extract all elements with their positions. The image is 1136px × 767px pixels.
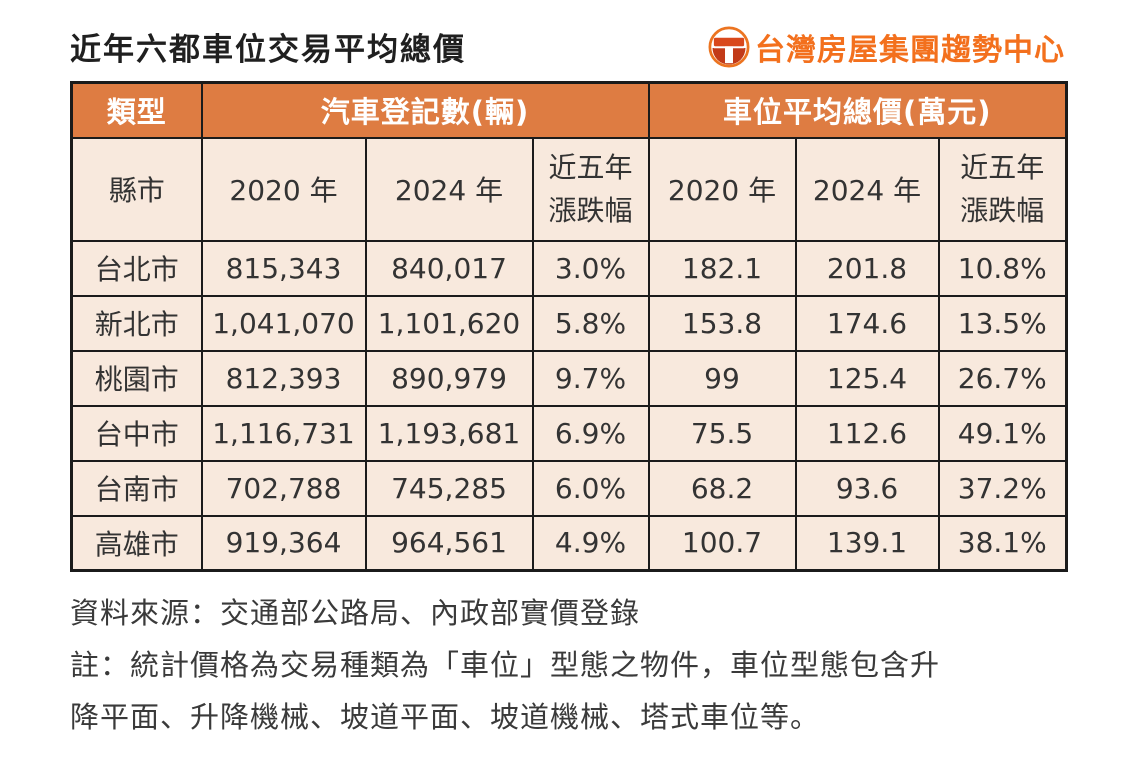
cell-reg-change: 9.7%	[531, 349, 650, 407]
cell-reg-2020: 815,343	[200, 239, 367, 297]
sub-header-row: 縣市 2020 年 2024 年 近五年 漲跌幅 2020 年 2024 年 近…	[70, 136, 1068, 242]
header-reg-change-line1: 近五年	[548, 150, 633, 184]
cell-price-change: 13.5%	[937, 294, 1068, 352]
cell-price-2024: 174.6	[794, 294, 940, 352]
page-title: 近年六都車位交易平均總價	[70, 32, 466, 68]
cell-reg-2020: 1,041,070	[200, 294, 367, 352]
cell-price-change: 37.2%	[937, 459, 1068, 517]
footer-notes: 資料來源：交通部公路局、內政部實價登錄 註：統計價格為交易種類為「車位」型態之物…	[70, 587, 1136, 743]
cell-city: 台北市	[70, 239, 203, 297]
cell-price-2024: 112.6	[794, 404, 940, 462]
table-row-taichung: 台中市 1,116,731 1,193,681 6.9% 75.5 112.6 …	[70, 404, 1068, 462]
cell-city: 台南市	[70, 459, 203, 517]
cell-price-2024: 93.6	[794, 459, 940, 517]
cell-price-2020: 75.5	[647, 404, 797, 462]
top-bar: 近年六都車位交易平均總價 台灣房屋集團趨勢中心	[70, 24, 1065, 69]
cell-price-2020: 182.1	[647, 239, 797, 297]
cell-reg-2024: 1,101,620	[364, 294, 534, 352]
header-reg-change-line2: 漲跌幅	[548, 194, 633, 227]
cell-reg-change: 6.9%	[531, 404, 650, 462]
cell-price-change: 26.7%	[937, 349, 1068, 407]
cell-price-2024: 125.4	[794, 349, 940, 407]
cell-reg-change: 6.0%	[531, 459, 650, 517]
brand-logo-text: 台灣房屋集團趨勢中心	[755, 32, 1065, 68]
cell-city: 新北市	[70, 294, 203, 352]
table-row-taipei: 台北市 815,343 840,017 3.0% 182.1 201.8 10.…	[70, 239, 1068, 297]
cell-price-change: 10.8%	[937, 239, 1068, 297]
cell-price-2024: 201.8	[794, 239, 940, 297]
cell-reg-change: 3.0%	[531, 239, 650, 297]
header-type: 類型	[70, 81, 203, 139]
cell-reg-change: 5.8%	[531, 294, 650, 352]
header-car-registrations-group: 汽車登記數(輛)	[200, 81, 650, 139]
table-row-taoyuan: 桃園市 812,393 890,979 9.7% 99 125.4 26.7%	[70, 349, 1068, 407]
cell-price-2020: 100.7	[647, 514, 797, 572]
cell-reg-2020: 702,788	[200, 459, 367, 517]
header-city: 縣市	[70, 136, 203, 242]
cell-reg-2020: 1,116,731	[200, 404, 367, 462]
header-avg-price-group: 車位平均總價(萬元)	[647, 81, 1068, 139]
header-price-change-line1: 近五年	[960, 150, 1045, 184]
brand-logo: 台灣房屋集團趨勢中心	[708, 25, 1065, 69]
header-price-2020: 2020 年	[647, 136, 797, 242]
stat-note-line1: 註：統計價格為交易種類為「車位」型態之物件，車位型態包含升	[70, 648, 941, 682]
cell-price-change-highlighted: 49.1%	[937, 404, 1068, 462]
cell-reg-change: 4.9%	[531, 514, 650, 572]
cell-price-2020: 153.8	[647, 294, 797, 352]
table-row-tainan: 台南市 702,788 745,285 6.0% 68.2 93.6 37.2%	[70, 459, 1068, 517]
header-reg-change: 近五年 漲跌幅	[531, 136, 650, 242]
cell-reg-2024: 890,979	[364, 349, 534, 407]
cell-city: 台中市	[70, 404, 203, 462]
header-price-2024: 2024 年	[794, 136, 940, 242]
cell-reg-2020: 812,393	[200, 349, 367, 407]
cell-reg-2020: 919,364	[200, 514, 367, 572]
cell-reg-2024: 1,193,681	[364, 404, 534, 462]
cell-reg-2024: 745,285	[364, 459, 534, 517]
cell-reg-2024: 840,017	[364, 239, 534, 297]
cell-reg-2024: 964,561	[364, 514, 534, 572]
data-source-note: 資料來源：交通部公路局、內政部實價登錄	[70, 596, 641, 630]
cell-city: 桃園市	[70, 349, 203, 407]
stat-note-line2: 降平面、升降機械、坡道平面、坡道機械、塔式車位等。	[70, 700, 821, 734]
parking-price-table: 類型 汽車登記數(輛) 車位平均總價(萬元) 縣市 2020 年 2024 年 …	[70, 81, 1069, 572]
cell-price-2024: 139.1	[794, 514, 940, 572]
header-price-change: 近五年 漲跌幅	[937, 136, 1068, 242]
group-header-row: 類型 汽車登記數(輛) 車位平均總價(萬元)	[70, 81, 1068, 139]
cell-city: 高雄市	[70, 514, 203, 572]
page: 近年六都車位交易平均總價 台灣房屋集團趨勢中心 類型 汽車登記數(輛)	[70, 24, 1136, 743]
header-reg-2020: 2020 年	[200, 136, 367, 242]
cell-price-2020: 99	[647, 349, 797, 407]
cell-price-2020: 68.2	[647, 459, 797, 517]
table-row-kaohsiung: 高雄市 919,364 964,561 4.9% 100.7 139.1 38.…	[70, 514, 1068, 572]
header-reg-2024: 2024 年	[364, 136, 534, 242]
header-price-change-line2: 漲跌幅	[960, 194, 1045, 227]
cell-price-change: 38.1%	[937, 514, 1068, 572]
table-row-newtaipei: 新北市 1,041,070 1,101,620 5.8% 153.8 174.6…	[70, 294, 1068, 352]
t-circle-icon	[708, 26, 750, 68]
